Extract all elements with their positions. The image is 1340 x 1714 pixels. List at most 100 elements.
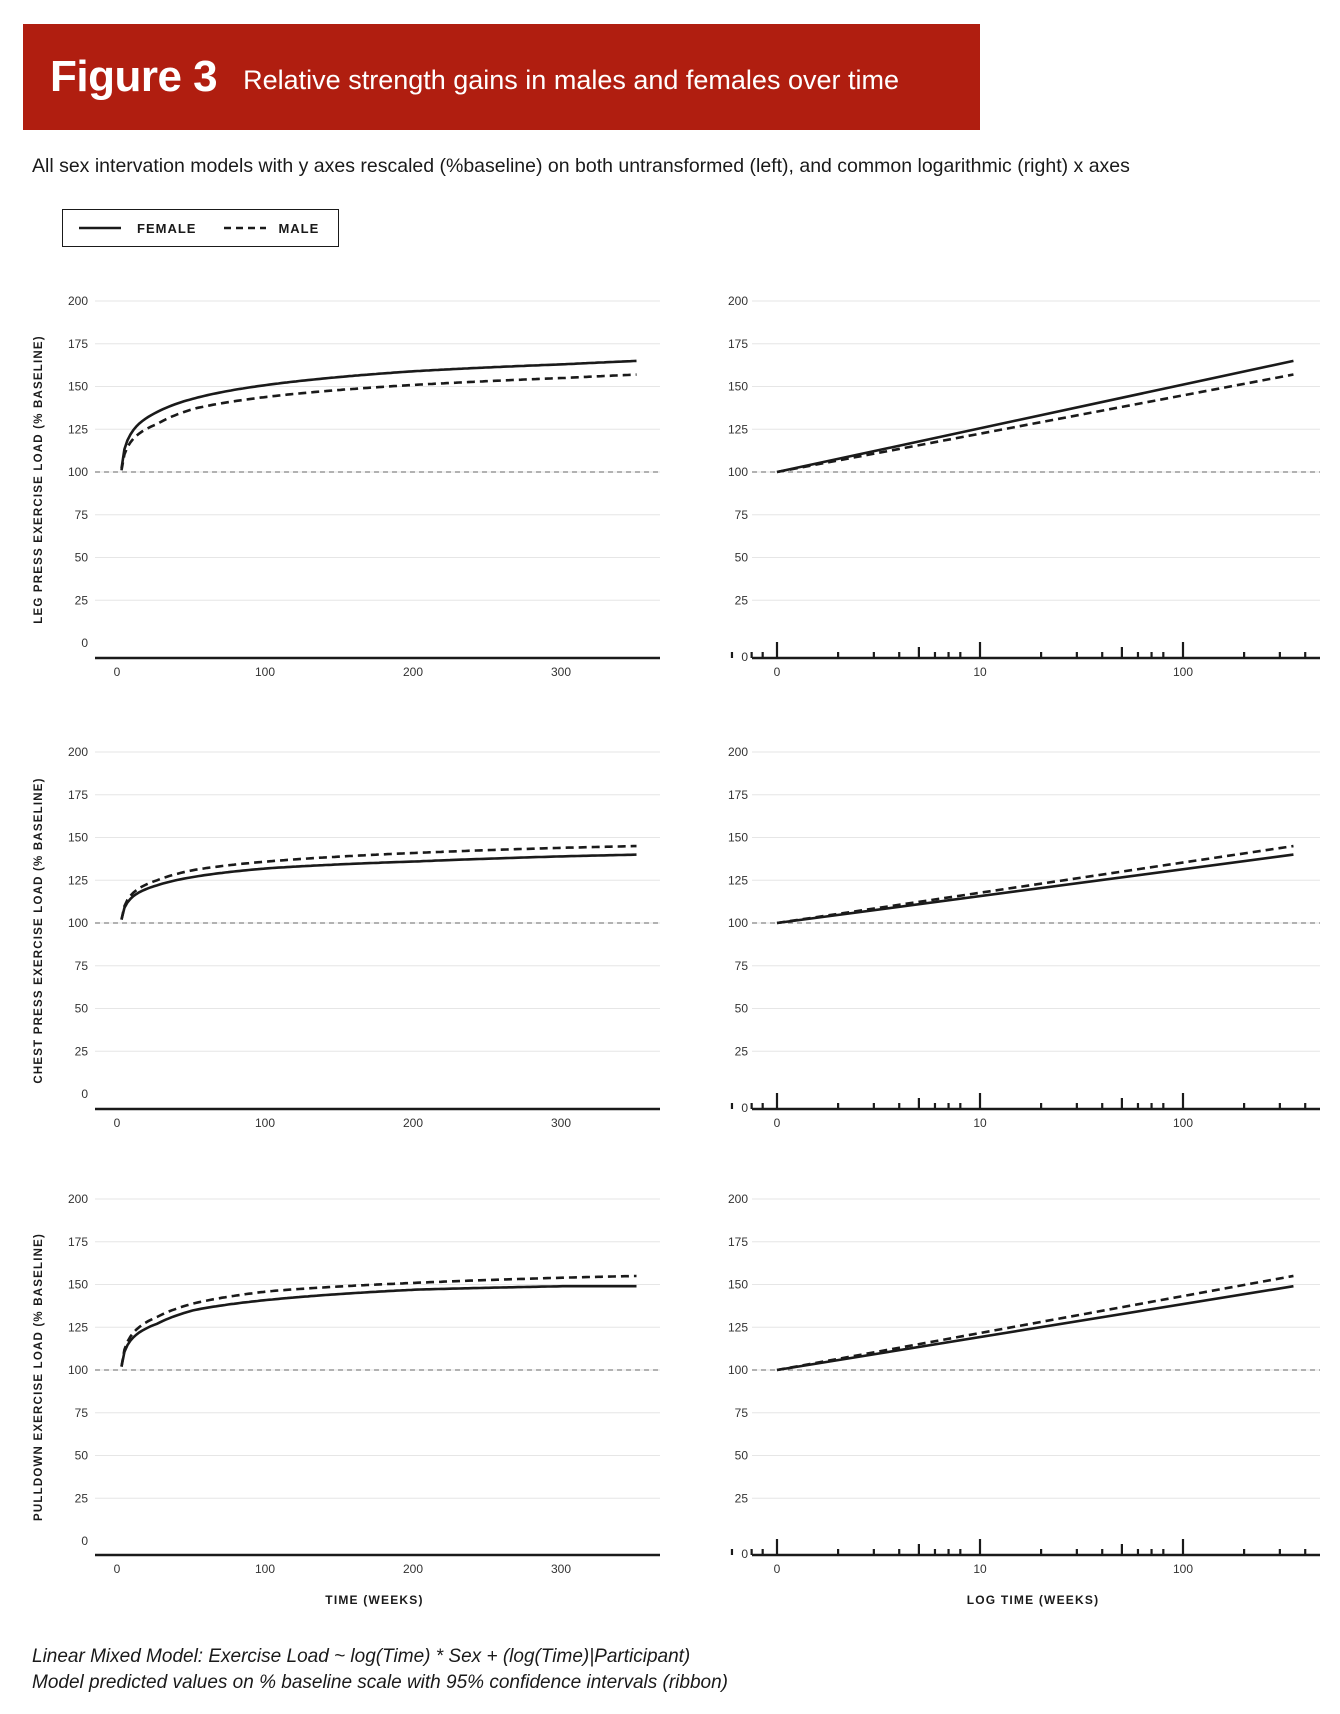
- y-axis-label: CHEST PRESS EXERCISE LOAD (% BASELINE): [33, 777, 45, 1083]
- x-tick-label: 0: [114, 665, 121, 679]
- y-tick-label: 125: [728, 422, 748, 436]
- y-tick-label: 125: [68, 873, 88, 887]
- x-tick-label: 200: [403, 1562, 423, 1576]
- x-tick-label: 0: [774, 1116, 781, 1130]
- y-tick-label: 25: [735, 1491, 749, 1505]
- legend-item-male: MALE: [224, 221, 319, 236]
- figure-footer: Linear Mixed Model: Exercise Load ~ log(…: [32, 1644, 728, 1696]
- series-line-female: [120, 853, 637, 920]
- y-tick-label: 100: [728, 1363, 748, 1377]
- legend-label-female: FEMALE: [137, 220, 197, 236]
- y-tick-label: 125: [728, 1320, 748, 1334]
- y-tick-label: 150: [68, 831, 88, 845]
- y-tick-label: 200: [68, 1192, 88, 1206]
- y-tick-label: 100: [68, 1363, 88, 1377]
- x-tick-label: 200: [403, 1116, 423, 1130]
- footer-model-line: Linear Mixed Model: Exercise Load ~ log(…: [32, 1646, 691, 1667]
- y-axis-label: PULLDOWN EXERCISE LOAD (% BASELINE): [33, 1233, 45, 1521]
- y-tick-label: 200: [728, 745, 748, 759]
- y-tick-label: 50: [75, 1449, 89, 1463]
- x-tick-label: 100: [255, 665, 275, 679]
- y-tick-label: 0: [741, 1101, 748, 1115]
- y-tick-label: 50: [75, 551, 89, 565]
- x-tick-label: 10: [973, 665, 987, 679]
- y-tick-label: 200: [728, 1192, 748, 1206]
- y-tick-label: 50: [735, 1002, 749, 1016]
- y-tick-label: 175: [68, 788, 88, 802]
- x-tick-label: 300: [551, 1116, 571, 1130]
- x-axis-label: LOG TIME (WEEKS): [967, 1593, 1100, 1607]
- series-line-male: [776, 1274, 1294, 1372]
- y-tick-label: 75: [75, 508, 89, 522]
- y-tick-label: 100: [68, 916, 88, 930]
- legend: FEMALE MALE: [62, 209, 339, 247]
- y-tick-label: 25: [735, 1044, 749, 1058]
- y-tick-label: 25: [735, 593, 749, 607]
- y-tick-label: 100: [728, 465, 748, 479]
- series-line-male: [120, 373, 637, 471]
- y-tick-label: 200: [68, 294, 88, 308]
- y-tick-label: 50: [75, 1002, 89, 1016]
- x-tick-label: 0: [114, 1562, 121, 1576]
- y-tick-label: 175: [728, 1235, 748, 1249]
- y-tick-label: 0: [81, 636, 88, 650]
- chart-panel-pulldown-linear: 0 25 50 75 100 125 150 175 200 0 100 200 300 PULLDOWN…: [33, 1192, 660, 1607]
- x-tick-label: 100: [1173, 1116, 1193, 1130]
- y-tick-label: 100: [728, 916, 748, 930]
- figure-banner: Figure 3 Relative strength gains in male…: [23, 24, 980, 130]
- x-tick-label: 200: [403, 665, 423, 679]
- y-tick-label: 25: [75, 593, 89, 607]
- x-axis-label: TIME (WEEKS): [325, 1593, 423, 1607]
- series-line-female: [776, 1284, 1294, 1372]
- y-tick-label: 150: [728, 380, 748, 394]
- chart-panel-leg-press-log: 0 25 50 75 100 125 150 175 200 0 10 100: [728, 294, 1320, 679]
- y-tick-label: 75: [735, 1406, 749, 1420]
- x-tick-label: 10: [973, 1116, 987, 1130]
- y-tick-label: 75: [735, 508, 749, 522]
- y-axis-label: LEG PRESS EXERCISE LOAD (% BASELINE): [33, 335, 45, 624]
- figure-title: Relative strength gains in males and fem…: [243, 64, 899, 95]
- y-tick-label: 25: [75, 1044, 89, 1058]
- y-tick-label: 125: [68, 422, 88, 436]
- series-line-female: [120, 359, 637, 469]
- figure-subtitle: All sex intervation models with y axes r…: [32, 155, 1130, 177]
- y-tick-label: 175: [728, 788, 748, 802]
- y-tick-label: 125: [728, 873, 748, 887]
- y-tick-label: 25: [75, 1491, 89, 1505]
- y-tick-label: 100: [68, 465, 88, 479]
- legend-swatch-female: [79, 226, 121, 230]
- footer-note-line: Model predicted values on % baseline sca…: [32, 1672, 728, 1693]
- y-tick-label: 75: [75, 959, 89, 973]
- y-tick-label: 175: [68, 337, 88, 351]
- y-tick-label: 125: [68, 1320, 88, 1334]
- y-tick-label: 150: [728, 1278, 748, 1292]
- legend-swatch-male: [224, 226, 267, 230]
- y-tick-label: 75: [735, 959, 749, 973]
- y-tick-label: 175: [68, 1235, 88, 1249]
- x-tick-label: 0: [774, 1562, 781, 1576]
- y-tick-label: 175: [728, 337, 748, 351]
- y-tick-label: 0: [741, 650, 748, 664]
- y-tick-label: 200: [68, 745, 88, 759]
- y-tick-label: 150: [68, 1278, 88, 1292]
- y-tick-label: 150: [68, 380, 88, 394]
- legend-item-female: FEMALE: [79, 221, 196, 236]
- chart-panel-chest-press-linear: 0 25 50 75 100 125 150 175 200 0 100 200 300 CHEST PR…: [33, 745, 660, 1130]
- y-tick-label: 150: [728, 831, 748, 845]
- x-tick-label: 100: [255, 1562, 275, 1576]
- series-line-female: [776, 359, 1294, 474]
- y-tick-label: 200: [728, 294, 748, 308]
- chart-panel-pulldown-log: 0 25 50 75 100 125 150 175 200 0 10 100 LOG TIME (WE…: [728, 1192, 1320, 1607]
- y-tick-label: 0: [81, 1087, 88, 1101]
- series-line-male: [776, 844, 1294, 925]
- y-tick-label: 0: [741, 1547, 748, 1561]
- chart-panel-leg-press-linear: 0 25 50 75 100 125 150 175 200 0 100 200 300 LEG PRES…: [33, 294, 660, 679]
- series-line-male: [120, 844, 637, 920]
- x-tick-label: 10: [973, 1562, 987, 1576]
- x-tick-label: 300: [551, 665, 571, 679]
- x-tick-label: 0: [774, 665, 781, 679]
- x-tick-label: 100: [1173, 665, 1193, 679]
- y-tick-label: 0: [81, 1534, 88, 1548]
- legend-label-male: MALE: [278, 220, 320, 236]
